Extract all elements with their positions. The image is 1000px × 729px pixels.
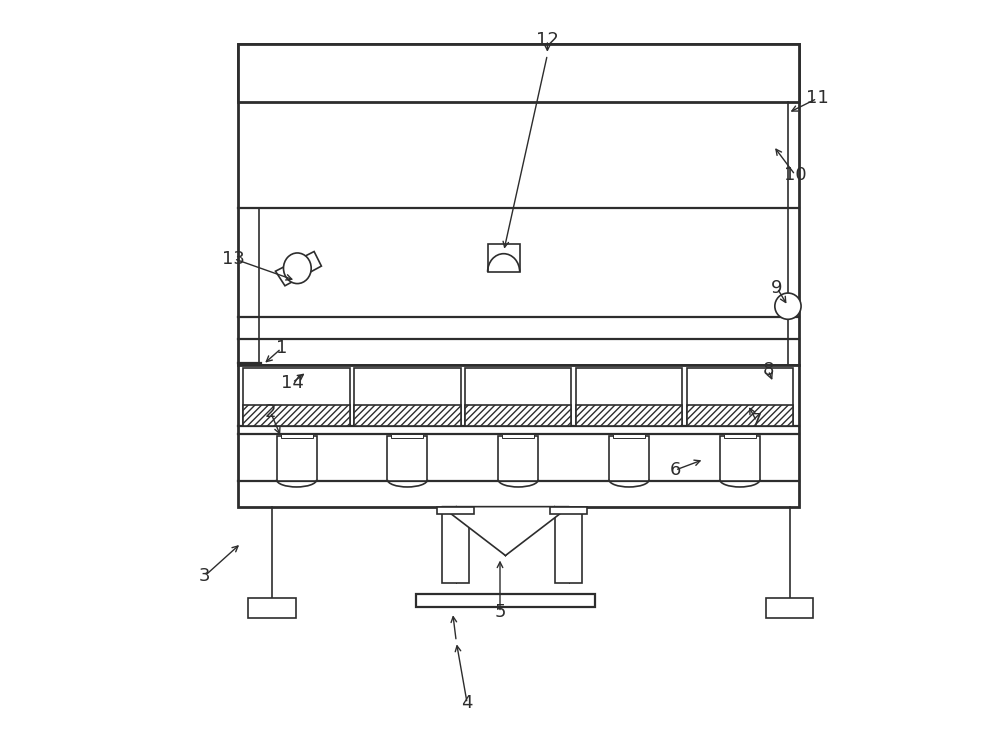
Bar — [437, 507, 474, 514]
Bar — [277, 436, 317, 481]
Bar — [550, 507, 587, 514]
Bar — [576, 405, 682, 426]
Bar — [238, 364, 799, 507]
Circle shape — [775, 293, 801, 319]
Bar — [416, 594, 595, 607]
Text: 6: 6 — [669, 461, 681, 479]
Bar — [442, 507, 469, 583]
Polygon shape — [275, 252, 321, 286]
Bar — [488, 244, 520, 272]
Bar — [576, 368, 682, 426]
Text: 9: 9 — [771, 279, 783, 297]
Bar — [238, 44, 799, 102]
Text: 5: 5 — [494, 604, 506, 621]
Bar — [687, 368, 793, 426]
Bar — [243, 368, 350, 426]
Bar — [720, 436, 760, 481]
Bar — [766, 598, 813, 618]
Text: 2: 2 — [265, 403, 276, 421]
Text: 1: 1 — [276, 340, 287, 357]
Bar — [238, 44, 799, 364]
Polygon shape — [442, 507, 569, 555]
Text: 12: 12 — [536, 31, 559, 49]
Bar — [248, 598, 296, 618]
Bar — [354, 368, 461, 426]
Bar — [391, 434, 423, 438]
Bar — [555, 507, 582, 583]
Text: 3: 3 — [199, 567, 211, 585]
Text: 8: 8 — [763, 362, 774, 379]
Bar — [387, 436, 427, 481]
Bar — [502, 434, 534, 438]
Text: 7: 7 — [751, 413, 762, 430]
Bar — [465, 405, 571, 426]
Ellipse shape — [283, 253, 311, 284]
Bar — [354, 405, 461, 426]
Text: 13: 13 — [222, 250, 245, 268]
Bar — [724, 434, 756, 438]
Text: 11: 11 — [806, 90, 828, 107]
Bar — [281, 434, 313, 438]
Bar — [609, 436, 649, 481]
Text: 4: 4 — [461, 695, 473, 712]
Bar — [613, 434, 645, 438]
Bar — [243, 405, 350, 426]
Bar — [498, 436, 538, 481]
Text: 10: 10 — [784, 166, 807, 184]
Text: 14: 14 — [281, 374, 304, 391]
Bar — [687, 405, 793, 426]
Bar — [465, 368, 571, 426]
